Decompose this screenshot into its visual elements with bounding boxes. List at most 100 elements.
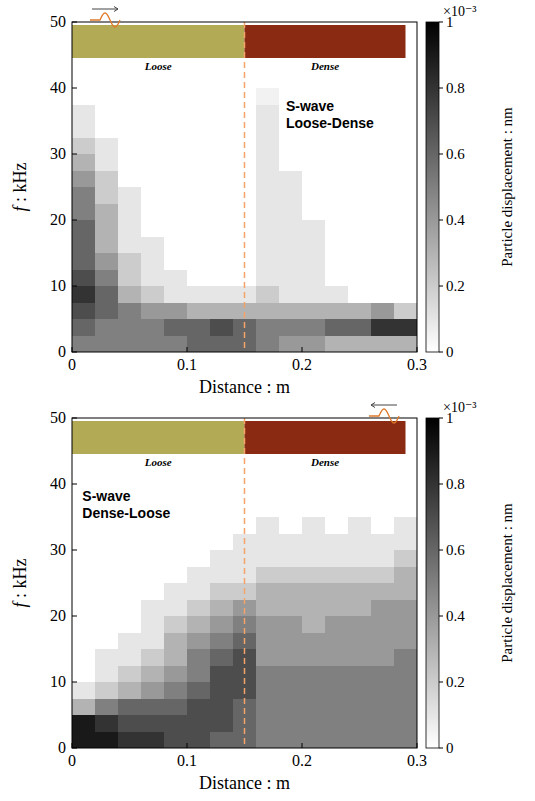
cell	[256, 105, 279, 122]
panel: LooseDenseS-waveDense-Loose00.10.20.3010…	[10, 400, 515, 793]
cell	[279, 187, 302, 204]
y-tick	[72, 22, 77, 23]
cells	[72, 22, 417, 352]
cell	[118, 88, 141, 105]
cell	[394, 336, 417, 353]
x-tick	[417, 743, 418, 748]
cell	[371, 616, 394, 633]
cell	[187, 253, 210, 270]
cell	[141, 88, 164, 105]
cell	[256, 567, 279, 584]
cell	[348, 633, 371, 650]
cell	[187, 154, 210, 171]
cell	[95, 220, 118, 237]
cell	[325, 649, 348, 666]
cell	[95, 286, 118, 303]
cell	[256, 336, 279, 353]
cell	[256, 154, 279, 171]
cell	[118, 567, 141, 584]
annotation: Dense-Loose	[82, 505, 170, 521]
cell	[141, 237, 164, 254]
cell	[325, 220, 348, 237]
cell	[210, 187, 233, 204]
cell	[210, 534, 233, 551]
cell	[325, 567, 348, 584]
y-tick	[72, 154, 77, 155]
cell	[118, 336, 141, 353]
cell	[348, 336, 371, 353]
y-tick	[72, 616, 77, 617]
cell	[302, 715, 325, 732]
cell	[279, 484, 302, 501]
cell	[95, 682, 118, 699]
cell	[95, 583, 118, 600]
cell	[210, 501, 233, 518]
cell	[95, 253, 118, 270]
specimen-bar	[72, 25, 245, 58]
cell	[302, 336, 325, 353]
x-tick-label: 0.2	[292, 356, 312, 373]
cell	[187, 468, 210, 485]
cell	[371, 732, 394, 749]
cell	[348, 583, 371, 600]
cell	[95, 600, 118, 617]
cell	[256, 666, 279, 683]
cell	[118, 319, 141, 336]
y-tick	[72, 550, 77, 551]
cell	[141, 600, 164, 617]
cell	[95, 732, 118, 749]
cell	[164, 715, 187, 732]
cell	[187, 105, 210, 122]
cell	[394, 600, 417, 617]
y-tick	[72, 352, 77, 353]
cell	[325, 204, 348, 221]
cell	[348, 666, 371, 683]
cell	[279, 171, 302, 188]
cell	[325, 154, 348, 171]
cell	[118, 72, 141, 89]
wave-icon	[369, 409, 399, 423]
cell	[348, 286, 371, 303]
cell	[95, 171, 118, 188]
cell	[118, 649, 141, 666]
cell	[72, 286, 95, 303]
cell	[256, 682, 279, 699]
cell	[164, 600, 187, 617]
cell	[187, 319, 210, 336]
cell	[118, 534, 141, 551]
cell	[164, 583, 187, 600]
cell	[348, 319, 371, 336]
cell	[256, 270, 279, 287]
cell	[141, 154, 164, 171]
cell	[256, 699, 279, 716]
cell	[118, 550, 141, 567]
cell	[256, 121, 279, 138]
cell	[371, 303, 394, 320]
cell	[394, 237, 417, 254]
colorbar-tick	[439, 484, 443, 485]
cell	[210, 204, 233, 221]
colorbar-tick-label: 0.4	[446, 212, 465, 228]
cell	[279, 550, 302, 567]
cell	[164, 121, 187, 138]
cell	[210, 616, 233, 633]
cell	[72, 699, 95, 716]
annotation: S-wave	[82, 488, 130, 504]
cell	[72, 204, 95, 221]
cell	[394, 253, 417, 270]
cell	[210, 468, 233, 485]
cell	[118, 715, 141, 732]
y-tick-label: 0	[58, 343, 66, 360]
cell	[394, 484, 417, 501]
cell	[72, 121, 95, 138]
cell	[256, 600, 279, 617]
cell	[348, 253, 371, 270]
cell	[394, 88, 417, 105]
cell	[72, 616, 95, 633]
cell	[187, 171, 210, 188]
cell	[164, 732, 187, 749]
cell	[95, 105, 118, 122]
cell	[72, 732, 95, 749]
cell	[279, 616, 302, 633]
cell	[141, 171, 164, 188]
